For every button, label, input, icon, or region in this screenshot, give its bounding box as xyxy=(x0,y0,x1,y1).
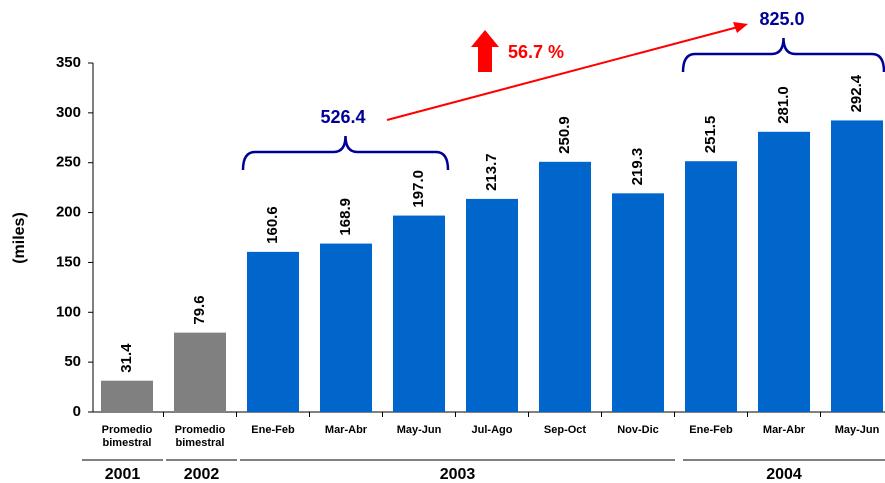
value-label: 31.4 xyxy=(118,343,135,373)
brace xyxy=(681,37,885,73)
trend-arrow xyxy=(386,26,739,121)
value-label: 168.9 xyxy=(337,198,354,236)
x-tick-label: Promedio bimestral xyxy=(174,424,226,449)
y-tick-label: 50 xyxy=(64,353,81,370)
value-label: 251.5 xyxy=(702,116,719,154)
annotation: 825.0 xyxy=(759,9,804,29)
value-label: 213.7 xyxy=(483,153,500,191)
year-label: 2004 xyxy=(766,466,802,483)
bar xyxy=(612,193,664,412)
x-tick-label: Jul-Ago xyxy=(471,424,513,436)
value-label: 197.0 xyxy=(410,170,427,208)
x-tick-label: Mar-Abr xyxy=(324,424,368,436)
x-tick-label: Ene-Feb xyxy=(251,424,295,436)
bar xyxy=(101,380,153,412)
y-tick-label: 100 xyxy=(56,303,81,320)
value-label: 292.4 xyxy=(848,74,865,112)
y-tick-label: 350 xyxy=(56,54,81,71)
year-label: 2002 xyxy=(184,466,220,483)
brace xyxy=(241,135,450,171)
bar xyxy=(247,251,299,412)
bar xyxy=(685,161,737,412)
value-label: 160.6 xyxy=(264,206,281,244)
year-label: 2003 xyxy=(440,466,476,483)
annotation: 56.7 % xyxy=(508,42,564,62)
bar xyxy=(539,161,591,412)
y-tick-label: 200 xyxy=(56,204,81,221)
y-tick-label: 150 xyxy=(56,253,81,270)
x-tick-label: Nov-Dic xyxy=(617,424,659,436)
x-tick-label: May-Jun xyxy=(834,424,880,436)
bar xyxy=(466,198,518,412)
y-tick-label: 300 xyxy=(56,104,81,121)
value-label: 281.0 xyxy=(775,86,792,124)
arrow-head xyxy=(733,22,748,33)
y-tick-label: 0 xyxy=(73,403,81,420)
bar xyxy=(174,332,226,412)
bar xyxy=(320,243,372,412)
bar xyxy=(758,131,810,412)
x-tick-label: Promedio bimestral xyxy=(101,424,153,449)
x-tick-label: May-Jun xyxy=(396,424,442,436)
bar xyxy=(393,215,445,412)
value-label: 219.3 xyxy=(629,148,646,186)
y-axis-label: (miles) xyxy=(11,212,28,264)
year-label: 2001 xyxy=(105,466,141,483)
up-arrow xyxy=(471,30,499,72)
annotation: 526.4 xyxy=(320,107,365,127)
value-label: 79.6 xyxy=(191,295,208,324)
x-tick-label: Ene-Feb xyxy=(689,424,733,436)
value-label: 250.9 xyxy=(556,116,573,154)
x-tick-label: Mar-Abr xyxy=(762,424,806,436)
y-tick-label: 250 xyxy=(56,154,81,171)
x-tick-label: Sep-Oct xyxy=(543,424,587,436)
bar xyxy=(831,120,883,412)
